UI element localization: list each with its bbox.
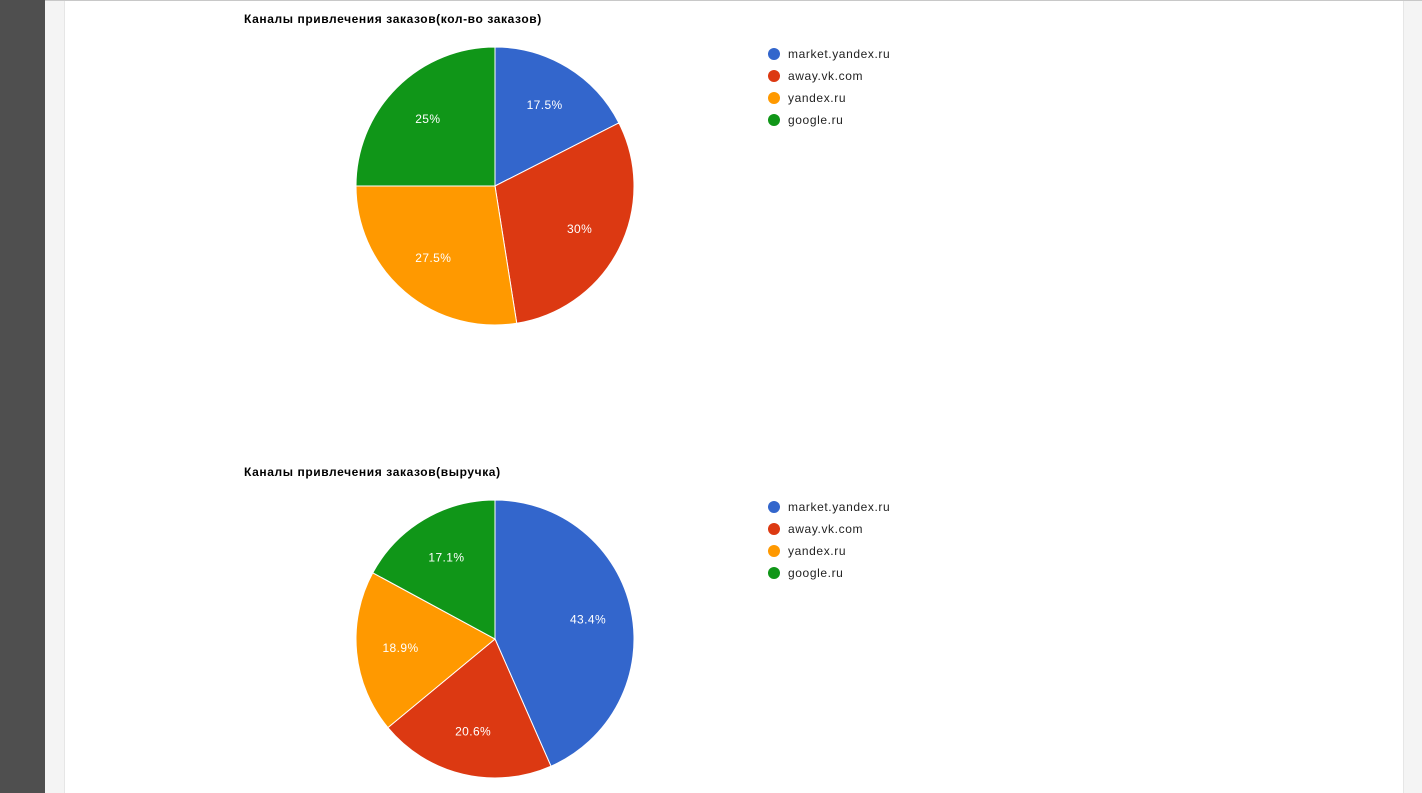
chart-1-pie: 17.5% 30% 27.5% 25% (355, 46, 635, 326)
top-border (45, 0, 1422, 1)
legend-item[interactable]: away.vk.com (768, 65, 890, 87)
legend-label: market.yandex.ru (788, 47, 891, 61)
legend-item[interactable]: google.ru (768, 109, 890, 131)
pie-slice-yandex-ru[interactable] (355, 572, 496, 729)
legend-label: google.ru (788, 113, 844, 127)
pie-slice-away-vk-com[interactable] (387, 638, 552, 779)
legend-item[interactable]: yandex.ru (768, 540, 890, 562)
legend-dot-icon (768, 48, 780, 60)
legend-label: away.vk.com (788, 522, 864, 536)
pie-slice-market-yandex-ru[interactable] (494, 46, 620, 187)
slice-label: 18.9% (382, 641, 418, 655)
slice-label: 30% (567, 222, 592, 236)
chart-2-title: Каналы привлечения заказов(выручка) (244, 465, 501, 479)
legend-item[interactable]: google.ru (768, 562, 890, 584)
legend-dot-icon (768, 545, 780, 557)
legend-item[interactable]: market.yandex.ru (768, 43, 890, 65)
legend-item[interactable]: yandex.ru (768, 87, 890, 109)
legend-dot-icon (768, 70, 780, 82)
legend-item[interactable]: market.yandex.ru (768, 496, 890, 518)
legend-label: google.ru (788, 566, 844, 580)
legend-dot-icon (768, 92, 780, 104)
pie-slice-google-ru[interactable] (372, 499, 496, 640)
legend-label: market.yandex.ru (788, 500, 891, 514)
legend-label: yandex.ru (788, 544, 847, 558)
legend-dot-icon (768, 567, 780, 579)
slice-label: 43.4% (570, 612, 606, 626)
pie-slice-yandex-ru[interactable] (355, 185, 518, 326)
slice-label: 20.6% (455, 724, 491, 738)
chart-1-legend: market.yandex.ru away.vk.com yandex.ru goog… (768, 43, 890, 131)
report-sheet (64, 1, 1404, 793)
chart-2-legend: market.yandex.ru away.vk.com yandex.ru goog… (768, 496, 890, 584)
legend-dot-icon (768, 114, 780, 126)
legend-label: away.vk.com (788, 69, 864, 83)
legend-dot-icon (768, 523, 780, 535)
slice-label: 25% (415, 112, 440, 126)
slice-label: 17.5% (527, 98, 563, 112)
legend-dot-icon (768, 501, 780, 513)
pie-slice-market-yandex-ru[interactable] (494, 499, 635, 767)
pie-slice-away-vk-com[interactable] (494, 122, 635, 324)
legend-item[interactable]: away.vk.com (768, 518, 890, 540)
chart-2-pie: 43.4% 20.6% 18.9% 17.1% (355, 499, 635, 779)
left-sidebar (0, 0, 45, 793)
slice-label: 27.5% (415, 251, 451, 265)
legend-label: yandex.ru (788, 91, 847, 105)
slice-label: 17.1% (428, 550, 464, 564)
chart-1-title: Каналы привлечения заказов(кол-во заказо… (244, 12, 542, 26)
pie-slice-google-ru[interactable] (355, 46, 496, 187)
